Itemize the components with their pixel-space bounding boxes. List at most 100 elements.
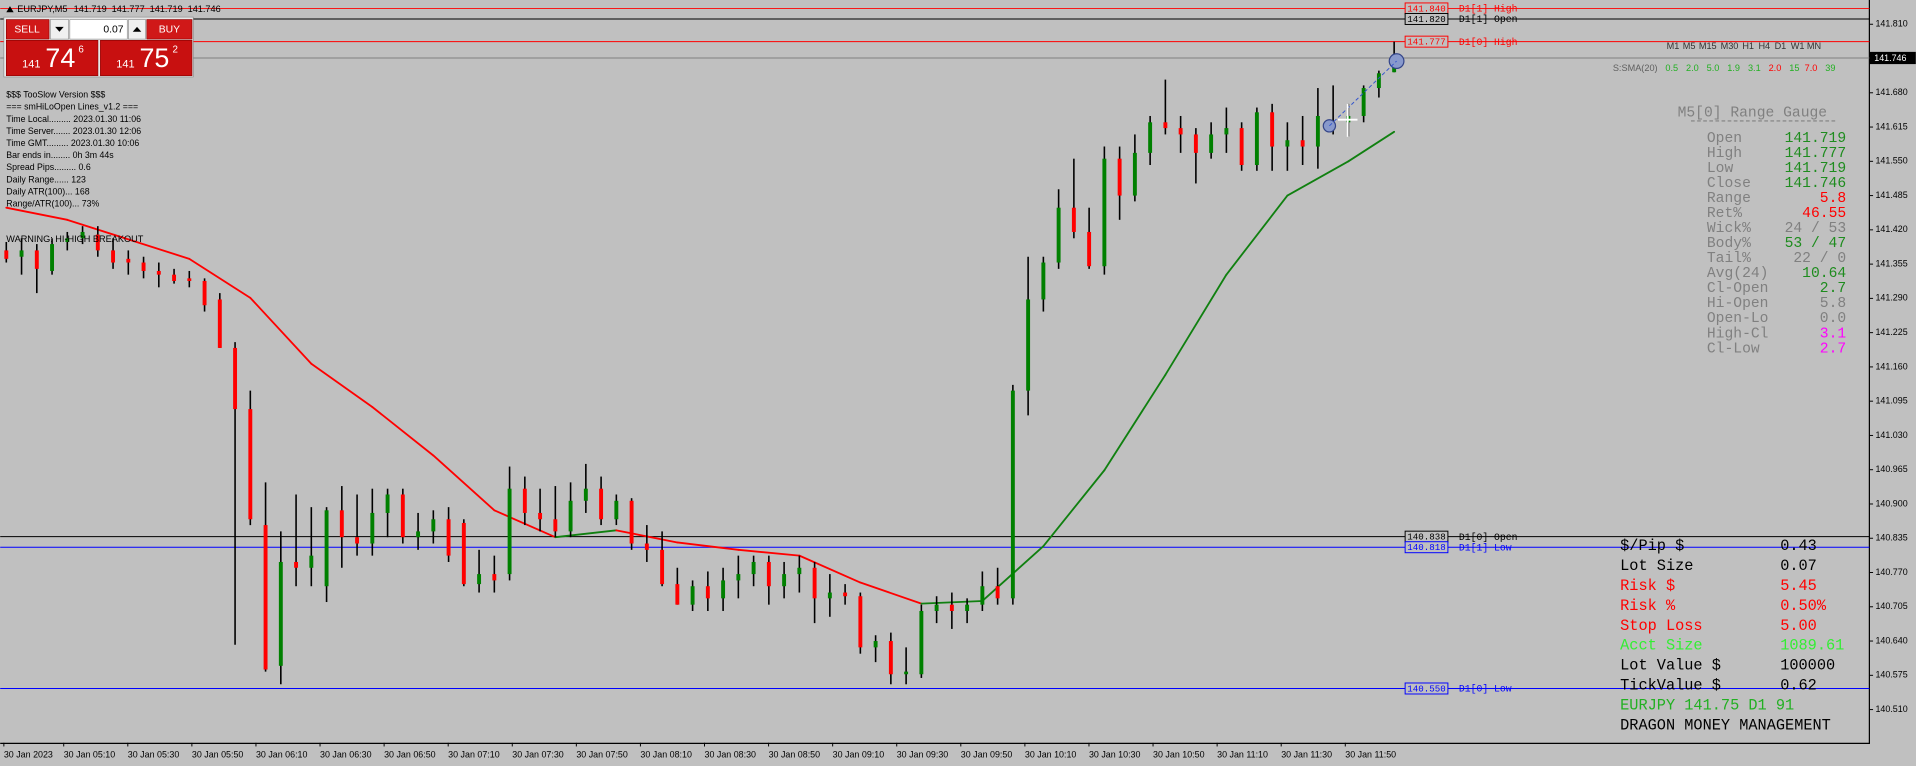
body	[355, 537, 360, 544]
money-label: TickValue $	[1620, 677, 1721, 695]
body	[736, 574, 741, 581]
ask-pips: 75	[139, 43, 169, 73]
body	[248, 409, 253, 520]
body	[1361, 88, 1366, 116]
body	[797, 567, 802, 575]
body	[751, 561, 756, 575]
timeframe[interactable]: H1	[1742, 41, 1754, 51]
x-tick-label: 30 Jan 10:30	[1089, 749, 1141, 759]
level-price: 141.840	[1407, 3, 1445, 14]
timeframe[interactable]: MN	[1807, 41, 1821, 51]
body	[309, 555, 314, 568]
body	[934, 604, 939, 611]
body	[217, 299, 222, 348]
buy-button[interactable]	[146, 19, 193, 40]
info-line: Daily Range...... 123	[6, 174, 86, 184]
x-tick-label: 30 Jan 11:50	[1345, 749, 1396, 759]
info-line: Daily ATR(100)... 168	[6, 186, 89, 196]
x-tick-label: 30 Jan 05:30	[128, 749, 180, 759]
gauge-value: 2.7	[1820, 281, 1846, 297]
sell-button[interactable]	[5, 19, 50, 40]
body	[812, 567, 817, 599]
strength-value: 3.1	[1748, 63, 1761, 73]
gauge-value: 0.0	[1820, 311, 1846, 327]
collapse-icon[interactable]	[6, 6, 14, 13]
sma-segment	[188, 257, 252, 299]
header-open: 141.719	[74, 4, 107, 14]
money-value: 5.00	[1780, 617, 1817, 635]
body	[690, 586, 695, 605]
gauge-value: 24 / 53	[1785, 221, 1847, 237]
sma-segment	[432, 454, 496, 512]
body	[843, 592, 848, 597]
x-tick-label: 30 Jan 05:50	[192, 749, 244, 759]
gauge-value: 3.1	[1820, 326, 1847, 342]
body	[965, 604, 970, 611]
body	[1117, 158, 1122, 196]
x-tick-label: 30 Jan 08:50	[769, 749, 821, 759]
money-value: 0.43	[1780, 537, 1817, 555]
level-price: 140.550	[1407, 684, 1445, 695]
y-tick-label: 140.640	[1875, 635, 1907, 645]
sma-segment	[676, 541, 740, 551]
timeframe[interactable]: D1	[1775, 41, 1787, 51]
strength-value: 1.9	[1727, 63, 1740, 73]
body	[782, 574, 787, 587]
money-value: 0.07	[1780, 557, 1817, 575]
lot-input[interactable]	[69, 19, 128, 40]
money-label: Risk $	[1620, 577, 1675, 595]
sma-segment	[798, 554, 862, 584]
strength-value: 2.0	[1769, 63, 1782, 73]
level-price: 141.820	[1407, 14, 1445, 25]
body	[446, 519, 451, 556]
y-tick-label: 141.095	[1875, 396, 1907, 406]
ask-box[interactable]	[100, 40, 193, 77]
gauge-value: 141.777	[1785, 146, 1847, 162]
timeframe[interactable]: M30	[1721, 41, 1739, 51]
body	[1056, 207, 1061, 263]
level-name: D1[1] Open	[1459, 14, 1518, 25]
lot-value[interactable]: 0.07	[103, 25, 123, 36]
timeframe[interactable]: W1	[1791, 41, 1805, 51]
body	[1315, 115, 1320, 147]
gauge-label: Body%	[1707, 236, 1751, 252]
body	[629, 500, 634, 544]
x-tick-label: 30 Jan 11:10	[1217, 749, 1268, 759]
body	[202, 280, 207, 306]
x-tick-label: 30 Jan 08:10	[640, 749, 692, 759]
info-line: === smHiLoOpen Lines_v1.2 ===	[6, 102, 138, 112]
body	[660, 549, 665, 585]
body	[492, 574, 497, 581]
level-box	[1404, 12, 1449, 25]
info-line: Range/ATR(100)... 73%	[6, 198, 99, 208]
body	[873, 641, 878, 648]
body	[858, 596, 863, 648]
body	[1224, 128, 1229, 135]
timeframe[interactable]: M1	[1667, 41, 1680, 51]
sell-label[interactable]: SELL	[14, 25, 40, 36]
money-footer: EURJPY 141.75 D1 91	[1620, 696, 1794, 714]
trade-link	[1329, 60, 1397, 127]
sma-segment	[5, 206, 69, 221]
bid-box[interactable]	[5, 40, 99, 77]
body	[1178, 128, 1183, 135]
x-tick-label: 30 Jan 09:50	[961, 749, 1013, 759]
timeframe[interactable]: M5	[1683, 41, 1696, 51]
level-name: D1[0] Low	[1459, 684, 1512, 695]
sma-segment	[859, 581, 923, 605]
y-tick-label: 140.770	[1875, 567, 1907, 577]
sma-segment	[554, 529, 618, 539]
body	[949, 604, 954, 611]
gauge-label: Ret%	[1707, 206, 1742, 222]
body	[507, 488, 512, 575]
buy-label[interactable]: BUY	[159, 25, 180, 36]
body	[400, 494, 405, 538]
timeframe[interactable]: H4	[1758, 41, 1770, 51]
timeframe[interactable]: M15	[1699, 41, 1717, 51]
body	[1239, 128, 1244, 166]
y-tick-label: 141.225	[1875, 327, 1907, 337]
money-label: Lot Size	[1620, 557, 1693, 575]
ask-point: 2	[172, 45, 177, 56]
strength-value: 5.0	[1707, 63, 1720, 73]
